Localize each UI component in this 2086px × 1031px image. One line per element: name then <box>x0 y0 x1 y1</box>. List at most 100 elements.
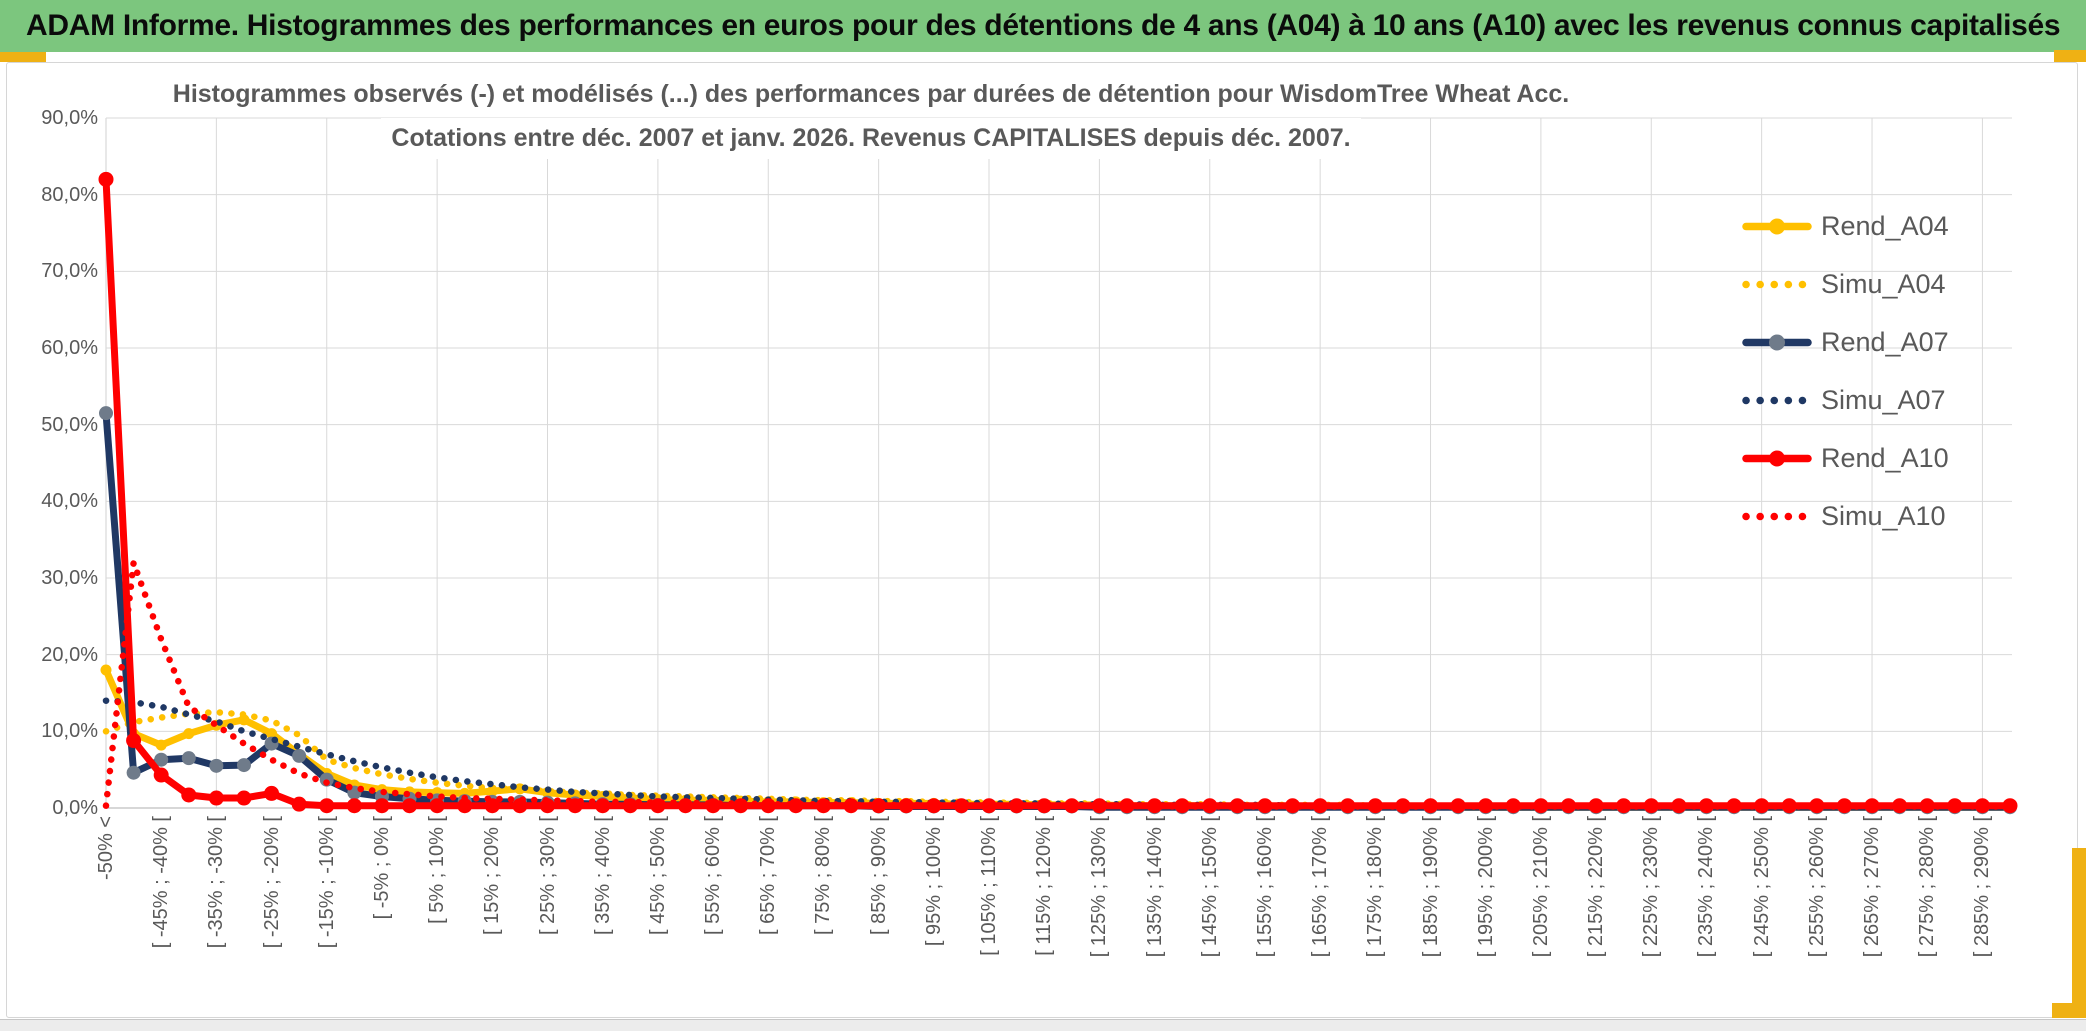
series-marker-Rend_A10 <box>374 798 390 814</box>
y-tick-label: 20,0% <box>41 643 98 666</box>
series-marker-Rend_A07 <box>181 751 196 766</box>
x-tick-label: [ 115% ; 120% [ <box>1033 816 1056 956</box>
x-tick-label: [ 25% ; 30% [ <box>536 816 559 935</box>
series-marker-Rend_A10 <box>236 790 252 806</box>
legend-label: Rend_A10 <box>1821 443 1949 473</box>
x-tick-label: [ 85% ; 90% [ <box>867 816 890 935</box>
x-tick-label: [ 65% ; 70% [ <box>757 816 780 935</box>
series-marker-Rend_A10 <box>264 785 280 801</box>
series-marker-Rend_A10 <box>98 171 114 187</box>
series-line-Rend_A10 <box>102 175 2014 810</box>
series-marker-Rend_A07 <box>154 752 169 767</box>
y-tick-label: 0,0% <box>52 797 98 819</box>
y-tick-label: 40,0% <box>41 490 98 513</box>
legend-swatch-solid <box>1742 334 1812 351</box>
series-marker-Rend_A10 <box>319 798 335 814</box>
chart-title: Histogrammes observés (-) et modélisés (… <box>106 74 1636 162</box>
gold-accent-top-left <box>0 52 46 62</box>
series-marker-Rend_A10 <box>1009 798 1025 814</box>
gold-accent-bottom-right <box>2052 1003 2086 1018</box>
x-tick-label: [ 95% ; 100% [ <box>922 816 945 947</box>
series-marker-Rend_A04 <box>183 728 195 740</box>
x-tick-label: [ 215% ; 220% [ <box>1585 816 1608 958</box>
legend-swatch-dotted <box>1742 512 1812 521</box>
series-marker-Rend_A10 <box>208 790 224 806</box>
x-tick-label: [ 205% ; 210% [ <box>1529 816 1552 958</box>
legend-item-Simu_A10: Simu_A10 <box>1742 500 1949 533</box>
window-title: ADAM Informe. Histogrammes des performan… <box>26 9 2061 42</box>
y-tick-label: 90,0% <box>41 107 98 129</box>
series-marker-Rend_A07 <box>99 406 113 421</box>
x-tick-label: [ 105% ; 110% [ <box>978 816 1000 956</box>
series-line-Rend_A07 <box>102 409 2014 811</box>
gold-accent-right-edge <box>2072 848 2086 1018</box>
series-marker-Rend_A10 <box>1367 798 1383 814</box>
chart-legend: Rend_A04 Simu_A04 Rend_A07 Simu_A07 Rend_A10… <box>1742 210 1949 533</box>
x-tick-label: [ 5% ; 10% [ <box>426 816 449 924</box>
x-tick-label: [ -25% ; -20% [ <box>260 816 283 949</box>
legend-item-Rend_A07: Rend_A07 <box>1742 326 1949 359</box>
legend-label: Simu_A10 <box>1821 501 1946 531</box>
series-marker-Rend_A10 <box>402 798 418 814</box>
series-marker-Rend_A10 <box>126 733 142 749</box>
legend-swatch-solid <box>1742 450 1812 467</box>
series-marker-Rend_A04 <box>100 664 112 676</box>
series-line-Simu_A10 <box>102 559 2014 810</box>
series-marker-Rend_A10 <box>926 798 942 814</box>
series-line-Simu_A04 <box>102 708 2014 811</box>
y-tick-label: 80,0% <box>41 183 98 206</box>
series-marker-Rend_A10 <box>457 798 473 814</box>
gold-accent-top-right <box>2054 50 2086 62</box>
x-tick-label: [ -45% ; -40% [ <box>150 816 173 949</box>
x-tick-label: -50% < <box>95 816 117 880</box>
x-tick-label: [ 275% ; 280% [ <box>1916 816 1939 958</box>
x-tick-label: [ 235% ; 240% [ <box>1695 816 1718 958</box>
x-tick-label: [ 265% ; 270% [ <box>1861 816 1884 958</box>
series-marker-Rend_A10 <box>153 767 169 783</box>
legend-swatch-dotted <box>1742 280 1812 289</box>
series-marker-Rend_A07 <box>209 758 224 773</box>
y-tick-label: 70,0% <box>41 260 98 283</box>
x-tick-label: [ 155% ; 160% [ <box>1253 816 1276 958</box>
legend-label: Rend_A04 <box>1821 211 1949 241</box>
window-bottom-edge <box>0 1019 2086 1031</box>
y-tick-label: 10,0% <box>41 720 98 743</box>
series-marker-Rend_A10 <box>429 798 445 814</box>
legend-swatch-solid <box>1742 218 1812 235</box>
legend-item-Rend_A10: Rend_A10 <box>1742 442 1949 475</box>
legend-label: Rend_A07 <box>1821 327 1949 357</box>
series-marker-Rend_A04 <box>155 739 167 751</box>
x-tick-label: [ 55% ; 60% [ <box>702 816 725 935</box>
x-tick-label: [ 285% ; 290% [ <box>1971 816 1994 958</box>
legend-swatch-dotted <box>1742 396 1812 405</box>
x-tick-label: [ 145% ; 150% [ <box>1198 816 1221 958</box>
legend-label: Simu_A07 <box>1821 385 1946 415</box>
x-tick-label: [ 245% ; 250% [ <box>1750 816 1773 958</box>
x-tick-label: [ 45% ; 50% [ <box>646 816 669 935</box>
x-tick-label: [ 195% ; 200% [ <box>1474 816 1497 958</box>
x-tick-label: [ 75% ; 80% [ <box>812 816 835 935</box>
series-marker-Rend_A10 <box>181 787 197 803</box>
chart-card <box>6 62 2078 1018</box>
y-tick-label: 60,0% <box>41 337 98 359</box>
x-tick-label: [ -5% ; 0% [ <box>370 816 393 920</box>
x-tick-label: [ 15% ; 20% [ <box>481 816 504 935</box>
x-tick-label: [ 125% ; 130% [ <box>1088 816 1111 958</box>
y-tick-label: 30,0% <box>41 567 98 589</box>
chart-title-line2: Cotations entre déc. 2007 et janv. 2026.… <box>381 118 1361 159</box>
series-marker-Rend_A10 <box>1947 798 1963 814</box>
series-marker-Rend_A10 <box>1147 798 1163 814</box>
x-tick-label: [ 185% ; 190% [ <box>1419 816 1442 958</box>
series-marker-Rend_A10 <box>291 796 307 812</box>
x-tick-label: [ 255% ; 260% [ <box>1805 816 1828 958</box>
series-marker-Rend_A07 <box>292 748 307 763</box>
x-tick-label: [ 165% ; 170% [ <box>1309 816 1332 958</box>
chart-title-line1: Histogrammes observés (-) et modélisés (… <box>162 74 1580 115</box>
x-tick-label: [ 35% ; 40% [ <box>591 816 614 935</box>
legend-item-Simu_A04: Simu_A04 <box>1742 268 1949 301</box>
x-tick-label: [ -35% ; -30% [ <box>205 816 228 949</box>
legend-label: Simu_A04 <box>1821 269 1946 299</box>
x-tick-label: [ 225% ; 230% [ <box>1640 816 1663 958</box>
